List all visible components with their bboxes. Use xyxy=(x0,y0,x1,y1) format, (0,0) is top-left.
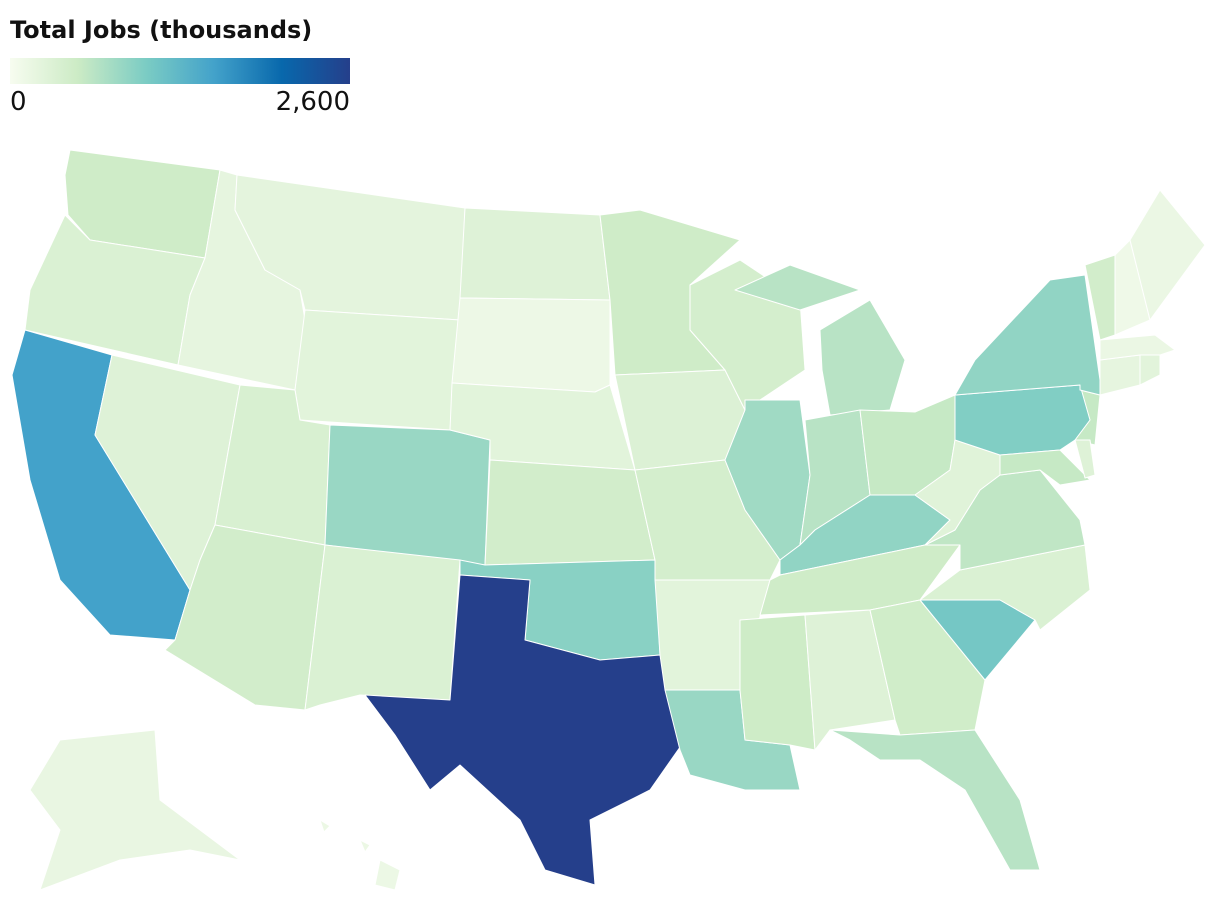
state-ct xyxy=(1099,354,1141,396)
state-nd xyxy=(459,207,611,301)
state-ks xyxy=(484,459,656,566)
state-pa xyxy=(954,384,1091,456)
states xyxy=(11,149,1206,891)
state-ia xyxy=(614,369,746,471)
state-wv xyxy=(914,439,1001,546)
state-ri xyxy=(1139,354,1161,386)
state-al xyxy=(804,609,896,751)
state-ms xyxy=(739,614,816,751)
colorbar-tick-label: 2,600 xyxy=(276,87,350,117)
state-co xyxy=(324,424,491,566)
state-me xyxy=(1129,189,1206,321)
state-tx xyxy=(364,574,686,886)
state-de xyxy=(1074,439,1096,479)
state-mi xyxy=(734,264,906,416)
state-sd xyxy=(451,297,611,393)
state-ny xyxy=(954,274,1101,396)
colorbar xyxy=(10,58,350,84)
state-nm xyxy=(304,544,461,711)
state-hi xyxy=(319,819,401,891)
state-tn xyxy=(759,544,961,616)
state-wy xyxy=(294,309,461,431)
state-fl xyxy=(829,729,1041,871)
state-ak xyxy=(29,729,241,891)
state-md xyxy=(999,449,1091,486)
chart-title: Total Jobs (thousands) xyxy=(10,16,312,44)
state-ma xyxy=(1099,334,1176,361)
colorbar-tick-label: 0 xyxy=(10,87,27,117)
